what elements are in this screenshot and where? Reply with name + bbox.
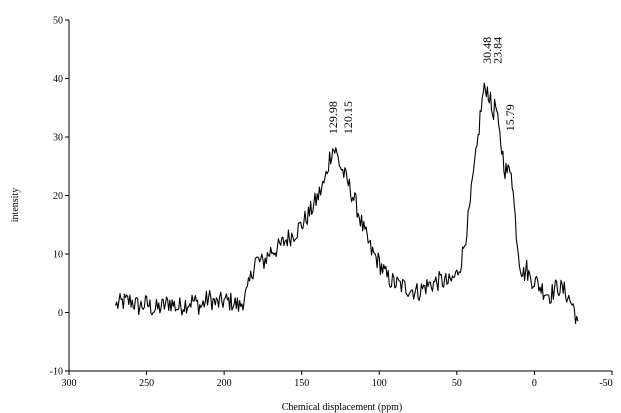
peak-annotation: 120.15 bbox=[341, 101, 355, 134]
y-axis-ticks: -10 0 10 20 30 40 50 bbox=[50, 16, 69, 378]
y-tick-label: 20 bbox=[53, 191, 63, 202]
peak-annotation: 15.79 bbox=[503, 104, 517, 131]
x-tick-label: 250 bbox=[139, 378, 154, 389]
x-tick-label: -50 bbox=[599, 378, 612, 389]
y-axis-title: intensity bbox=[10, 188, 21, 222]
x-axis-ticks: 300 250 200 150 100 50 0 -50 bbox=[62, 371, 613, 389]
y-tick-label: 50 bbox=[53, 16, 63, 27]
peak-annotation: 30.48 bbox=[480, 37, 494, 64]
y-tick-label: 10 bbox=[53, 250, 63, 261]
y-tick-label: 40 bbox=[53, 74, 63, 85]
x-tick-label: 50 bbox=[452, 378, 462, 389]
x-axis-title: Chemical displacement (ppm) bbox=[282, 402, 403, 413]
y-tick-label: 0 bbox=[58, 308, 63, 319]
x-tick-label: 100 bbox=[372, 378, 387, 389]
spectrum-line bbox=[114, 82, 579, 324]
peak-annotation: 129.98 bbox=[326, 101, 340, 134]
x-tick-label: 150 bbox=[294, 378, 309, 389]
x-tick-label: 300 bbox=[62, 378, 77, 389]
y-tick-label: 30 bbox=[53, 133, 63, 144]
x-tick-label: 200 bbox=[217, 378, 232, 389]
peak-annotation: 23.84 bbox=[490, 37, 504, 64]
y-tick-label: -10 bbox=[50, 367, 63, 378]
x-tick-label: 0 bbox=[532, 378, 537, 389]
plot-frame bbox=[68, 20, 612, 372]
